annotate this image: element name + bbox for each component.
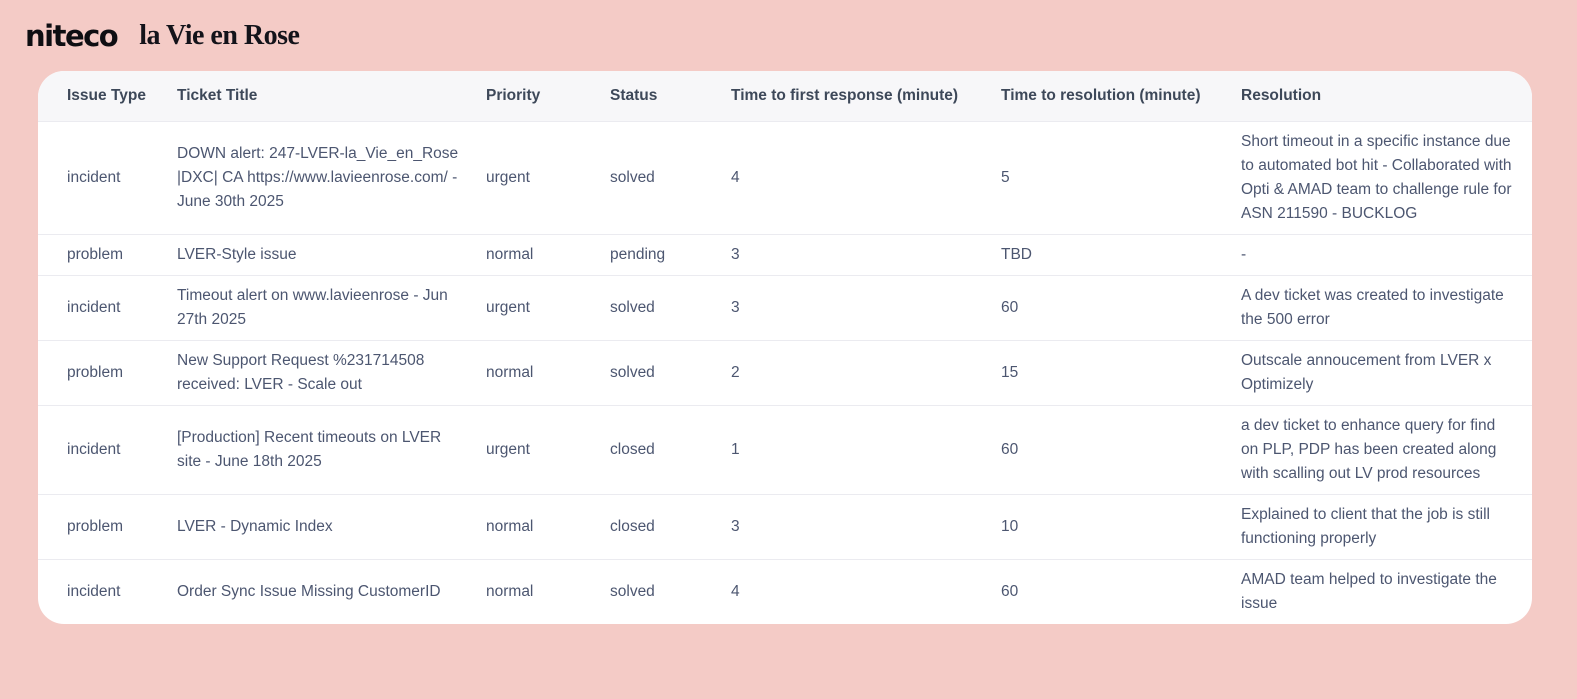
ticket-title-cell: Timeout alert on www.lavieenrose - Jun 2…	[177, 275, 486, 341]
issue-type-cell: problem	[38, 234, 177, 276]
priority-cell: urgent	[486, 275, 610, 341]
resolution-cell: Explained to client that the job is stil…	[1241, 494, 1532, 560]
resolution-cell: -	[1241, 234, 1532, 276]
time-resolution-cell: 60	[1001, 275, 1241, 341]
issue-type-cell: problem	[38, 494, 177, 560]
time-first-response-cell: 4	[731, 559, 1001, 624]
status-cell: closed	[610, 494, 731, 560]
ticket-title-cell: LVER - Dynamic Index	[177, 494, 486, 560]
ticket-title-cell: LVER-Style issue	[177, 234, 486, 276]
time-first-response-cell: 3	[731, 494, 1001, 560]
table-row: problem New Support Request %231714508 r…	[38, 340, 1532, 406]
tickets-table: Issue Type Ticket Title Priority Status …	[38, 71, 1532, 624]
time-first-response-cell: 4	[731, 121, 1001, 235]
brand-bar: niteco la Vie en Rose	[0, 0, 1577, 71]
resolution-cell: a dev ticket to enhance query for find o…	[1241, 405, 1532, 495]
table-row: incident Timeout alert on www.lavieenros…	[38, 275, 1532, 341]
table-row: incident [Production] Recent timeouts on…	[38, 405, 1532, 495]
report-card: Issue Type Ticket Title Priority Status …	[38, 71, 1532, 624]
column-header-time-first-response: Time to first response (minute)	[731, 71, 1001, 122]
status-cell: solved	[610, 559, 731, 624]
time-resolution-cell: 60	[1001, 559, 1241, 624]
issue-type-cell: incident	[38, 275, 177, 341]
time-resolution-cell: TBD	[1001, 234, 1241, 276]
resolution-cell: AMAD team helped to investigate the issu…	[1241, 559, 1532, 624]
column-header-resolution: Resolution	[1241, 71, 1532, 122]
time-resolution-cell: 10	[1001, 494, 1241, 560]
priority-cell: urgent	[486, 405, 610, 495]
priority-cell: normal	[486, 340, 610, 406]
ticket-title-cell: DOWN alert: 247-LVER-la_Vie_en_Rose |DXC…	[177, 121, 486, 235]
ticket-title-cell: Order Sync Issue Missing CustomerID	[177, 559, 486, 624]
status-cell: solved	[610, 340, 731, 406]
column-header-status: Status	[610, 71, 731, 122]
column-header-priority: Priority	[486, 71, 610, 122]
resolution-cell: A dev ticket was created to investigate …	[1241, 275, 1532, 341]
time-resolution-cell: 5	[1001, 121, 1241, 235]
priority-cell: urgent	[486, 121, 610, 235]
column-header-issue-type: Issue Type	[38, 71, 177, 122]
ticket-title-cell: New Support Request %231714508 received:…	[177, 340, 486, 406]
issue-type-cell: incident	[38, 405, 177, 495]
priority-cell: normal	[486, 559, 610, 624]
table-row: problem LVER - Dynamic Index normal clos…	[38, 494, 1532, 560]
column-header-ticket-title: Ticket Title	[177, 71, 486, 122]
issue-type-cell: incident	[38, 121, 177, 235]
time-first-response-cell: 3	[731, 275, 1001, 341]
time-first-response-cell: 2	[731, 340, 1001, 406]
la-vie-en-rose-logo: la Vie en Rose	[139, 19, 300, 51]
table-row: problem LVER-Style issue normal pending …	[38, 234, 1532, 276]
time-resolution-cell: 15	[1001, 340, 1241, 406]
priority-cell: normal	[486, 494, 610, 560]
status-cell: solved	[610, 121, 731, 235]
status-cell: closed	[610, 405, 731, 495]
column-header-time-resolution: Time to resolution (minute)	[1001, 71, 1241, 122]
priority-cell: normal	[486, 234, 610, 276]
resolution-cell: Short timeout in a specific instance due…	[1241, 121, 1532, 235]
table-row: incident DOWN alert: 247-LVER-la_Vie_en_…	[38, 121, 1532, 235]
table-body: incident DOWN alert: 247-LVER-la_Vie_en_…	[38, 121, 1532, 624]
time-first-response-cell: 1	[731, 405, 1001, 495]
niteco-logo: niteco	[25, 18, 119, 53]
status-cell: solved	[610, 275, 731, 341]
resolution-cell: Outscale annoucement from LVER x Optimiz…	[1241, 340, 1532, 406]
ticket-title-cell: [Production] Recent timeouts on LVER sit…	[177, 405, 486, 495]
issue-type-cell: problem	[38, 340, 177, 406]
time-first-response-cell: 3	[731, 234, 1001, 276]
table-header: Issue Type Ticket Title Priority Status …	[38, 71, 1532, 122]
table-row: incident Order Sync Issue Missing Custom…	[38, 559, 1532, 624]
header-row: Issue Type Ticket Title Priority Status …	[38, 71, 1532, 122]
time-resolution-cell: 60	[1001, 405, 1241, 495]
issue-type-cell: incident	[38, 559, 177, 624]
status-cell: pending	[610, 234, 731, 276]
